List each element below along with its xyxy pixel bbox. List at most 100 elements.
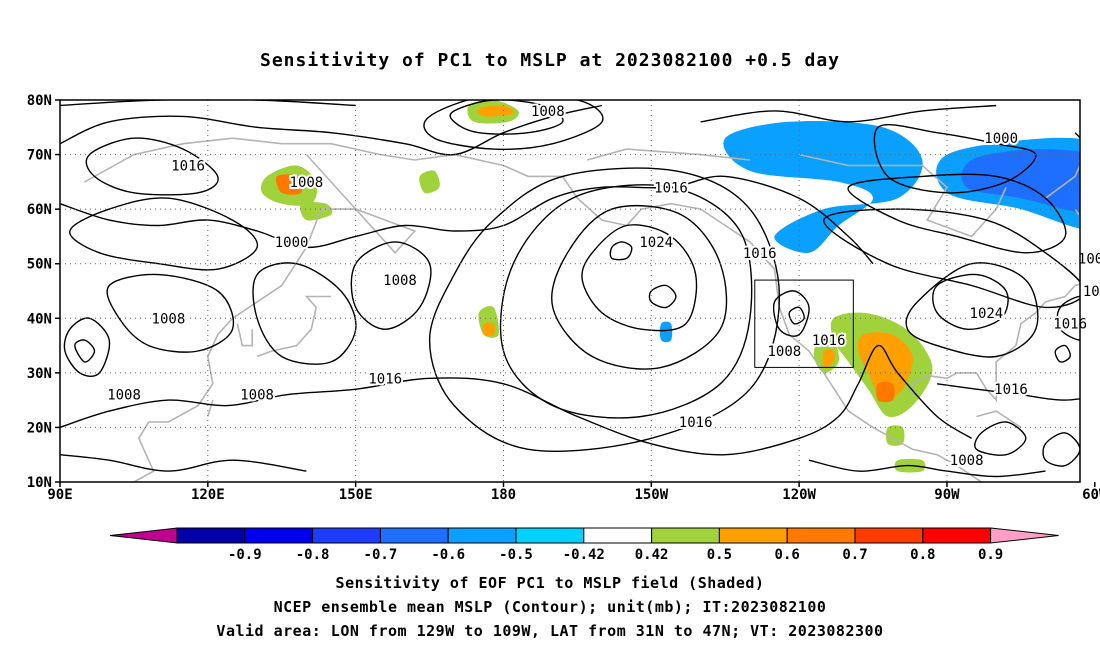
mslp-contours [60,100,1080,478]
colorbar-swatch [583,527,653,544]
mslp-contour [60,344,972,456]
contour-label: 1008 [290,175,324,191]
lat-tick-label: 80N [27,93,52,109]
contour-label: 1008 [767,344,801,360]
colorbar-swatch [651,527,720,544]
sensitivity-shading [260,100,1080,473]
contour-label: 1000 [275,235,309,251]
coastline [586,148,750,161]
colorbar-label: 0.9 [978,547,1003,563]
colorbar-label: -0.9 [228,547,262,563]
shading-region [659,321,673,343]
lat-tick-label: 10N [27,475,52,491]
mslp-contour [428,167,781,452]
lon-tick-label: 150E [339,487,373,503]
colorbar-label: -0.6 [431,547,465,563]
coastline [207,399,214,417]
contour-label: 1008 [1083,284,1100,300]
colorbar-swatch [312,527,381,544]
mslp-contour [905,262,1039,358]
mslp-contour [499,184,753,419]
lon-tick-label: 60W [1082,487,1100,503]
lon-tick-label: 180 [491,487,516,503]
mslp-contour [252,262,357,365]
colorbar-swatch [786,527,856,544]
mslp-contour [60,100,356,107]
mslp-contour [449,100,564,135]
colorbar-left-arrow [109,527,178,544]
lat-tick-label: 40N [27,311,52,327]
coastline [561,175,982,482]
mslp-contour [60,104,603,156]
mslp-contour [60,175,874,265]
shading-region [822,349,835,368]
mslp-contour [423,100,604,151]
colorbar-label: 0.5 [707,547,732,563]
coastline [256,295,331,358]
contour-label: 1016 [368,371,402,387]
colorbar-swatch [922,527,992,544]
colorbar-swatch [447,527,517,544]
contour-label: 1016 [654,180,688,196]
lat-tick-label: 20N [27,420,52,436]
shading-region [419,170,440,194]
contour-label: 1016 [812,333,846,349]
mslp-contour [63,317,111,377]
contour-label: 1000 [984,131,1018,147]
coastline [798,153,1007,238]
contour-label: 1008 [107,388,141,404]
colorbar: -0.9 -0.8 -0.7 -0.6 -0.5 -0.42 0.42 0.5 0.6 0.7 0.… [109,527,1059,563]
colorbar-label: -0.8 [296,547,330,563]
colorbar-right-arrow [990,527,1059,544]
shading-region [477,105,515,117]
lon-tick-label: 120E [191,487,225,503]
lon-tick-label: 150W [634,487,668,503]
lon-tick-label: 90E [47,487,72,503]
colorbar-swatch [718,527,788,544]
contour-label: 1008 [240,388,274,404]
shading-region [723,120,923,253]
contour-labels: 1008 1000 1016 1008 1016 1000 1024 1016 1008 1000… [105,102,1100,471]
colorbar-swatch [515,527,585,544]
shading-region [886,425,905,446]
lat-tick-label: 70N [27,148,52,164]
lon-tick-label: 120W [782,487,816,503]
caption-valid-area: Valid area: LON from 129W to 109W, LAT f… [216,622,884,640]
mslp-contour [808,459,1046,478]
contour-label: 1000 [1078,251,1100,267]
contour-label: 1008 [950,453,984,469]
shading-region [857,332,913,401]
mslp-contour [74,339,96,363]
lat-tick-label: 30N [27,366,52,382]
coastline [133,154,417,482]
colorbar-swatch [244,527,314,544]
colorbar-label: 0.7 [842,547,867,563]
mslp-contour [700,104,997,123]
contour-label: 1008 [383,273,417,289]
mslp-contour [932,273,1009,330]
caption-contour: NCEP ensemble mean MSLP (Contour); unit(… [273,598,827,616]
lon-tick-label: 90W [934,487,960,503]
contour-label: 1016 [679,415,713,431]
lat-tick-label: 60N [27,202,52,218]
valid-area-box [754,279,854,368]
mslp-contour [609,241,633,261]
mslp-contour [847,173,1067,254]
mslp-contour [69,197,259,271]
colorbar-label: 0.6 [775,547,800,563]
colorbar-swatch [854,527,924,544]
shading-region [876,381,895,403]
contour-label: 1016 [171,158,205,174]
mslp-contour [823,208,1080,309]
mslp-contour [937,383,1080,401]
mslp-contour [974,421,1027,456]
contour-label: 1024 [639,235,673,251]
coastline [976,410,1022,429]
contour-label: 1024 [970,306,1004,322]
lat-tick-label: 50N [27,257,52,273]
mslp-contour [1054,344,1071,363]
colorbar-label: -0.7 [364,547,398,563]
coastline [84,137,563,183]
contour-label: 1008 [531,104,565,120]
